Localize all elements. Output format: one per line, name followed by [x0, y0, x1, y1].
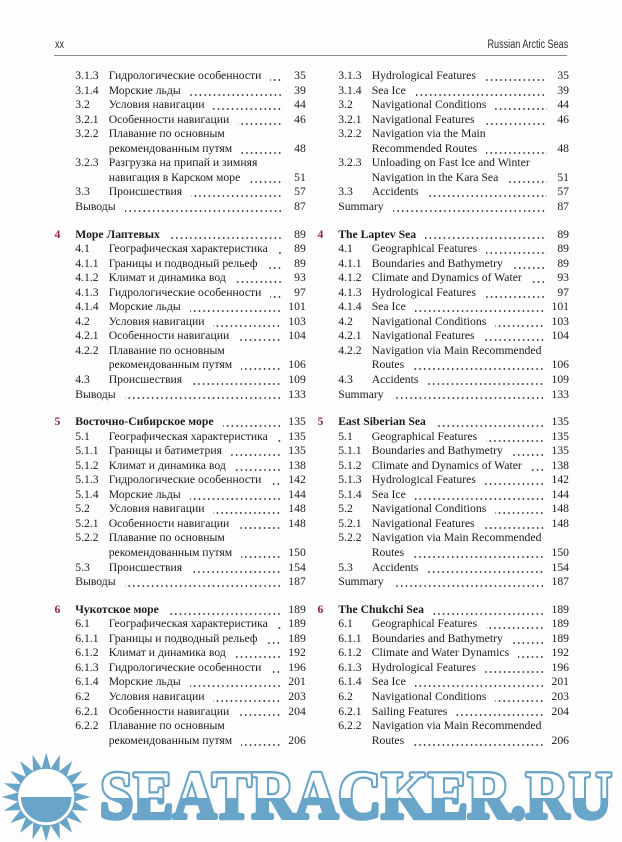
svg-text:SEATRACKER.RU: SEATRACKER.RU	[100, 757, 612, 833]
svg-text:SEATRACKER.RU: SEATRACKER.RU	[100, 757, 612, 833]
